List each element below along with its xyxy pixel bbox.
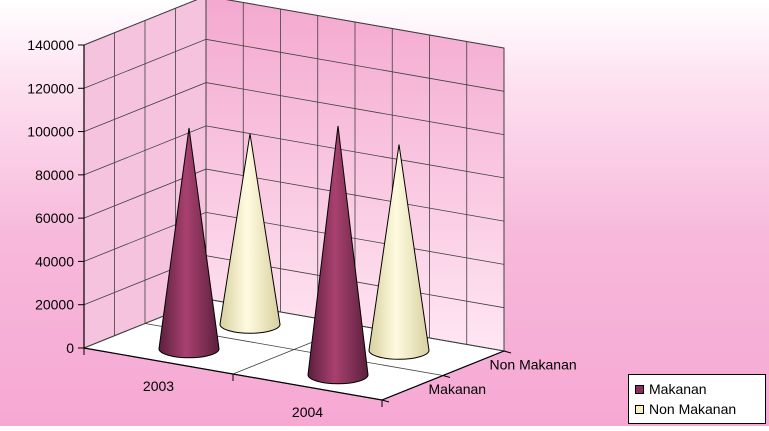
cone-non-makanan-2004 [368,144,430,360]
cone-non-makanan-2003 [219,133,281,334]
chart-grid [83,0,505,376]
y-tick-label: 80000 [35,167,74,183]
y-tick-label: 140000 [27,37,74,53]
y-tick-label: 0 [66,340,74,356]
chart-marks [158,125,430,385]
y-tick-label: 100000 [27,124,74,140]
legend-swatch-non-makanan [635,404,644,414]
y-tick-label: 60000 [35,210,74,226]
depth-tick-label: Non Makanan [490,356,577,372]
gridline-y [83,82,505,135]
y-tick-label: 120000 [27,80,74,96]
gridline-y [83,0,505,49]
chart-legend: Makanan Non Makanan [628,374,766,424]
y-tick-label: 40000 [35,253,74,269]
x-tick-label: 2004 [292,404,323,420]
depth-tick-mark [381,399,390,403]
legend-label-non-makanan: Non Makanan [649,401,737,417]
cone-makanan-2003 [158,127,220,359]
gridline-y [83,125,505,179]
y-tick-label: 20000 [35,297,74,313]
depth-tick-mark [442,375,451,378]
depth-tick-mark [503,350,512,354]
legend-label-makanan: Makanan [649,381,707,397]
chart-labels: 0 20000 40000 60000 80000 100000 120000 140000 2… [27,37,576,420]
depth-tick-label: Makanan [429,381,487,397]
x-tick-label: 2003 [143,378,174,394]
cone-makanan-2004 [307,125,369,385]
chart-axes [78,44,512,407]
legend-swatch-makanan [635,384,644,394]
gridline-y [83,38,505,92]
legend-item-non-makanan: Non Makanan [635,399,759,419]
legend-item-makanan: Makanan [635,379,759,399]
